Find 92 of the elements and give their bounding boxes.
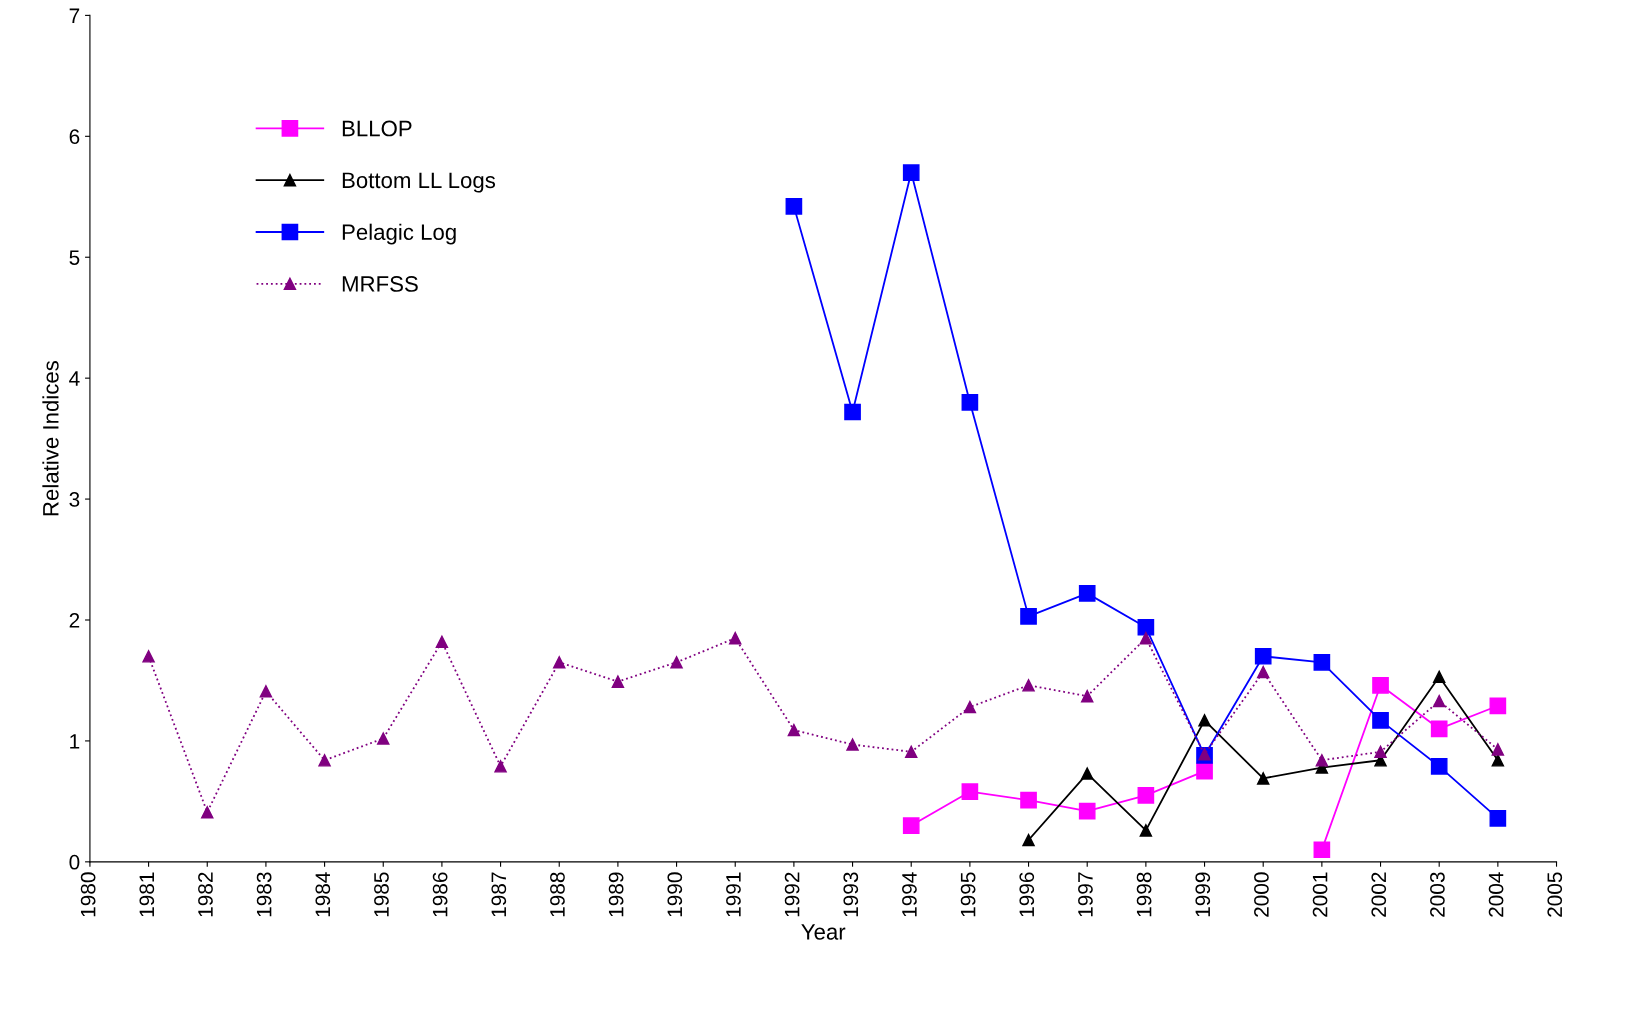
y-tick-label: 1 — [70, 734, 80, 749]
point — [1432, 694, 1446, 708]
point — [1137, 618, 1155, 636]
point — [785, 198, 803, 215]
x-tick-label: 1997 — [1078, 872, 1093, 917]
point — [904, 745, 918, 759]
point — [201, 806, 214, 819]
point — [611, 675, 625, 688]
y-axis-title: Relative Indices — [42, 360, 59, 516]
point — [846, 738, 859, 751]
point — [1080, 689, 1094, 703]
point — [1489, 809, 1507, 827]
point — [670, 656, 683, 669]
point — [1080, 767, 1094, 780]
point — [1489, 697, 1507, 715]
point — [1137, 786, 1155, 804]
legend-label: Bottom LL Logs — [342, 172, 496, 193]
point — [1430, 720, 1448, 738]
legend-label: MRFSS — [342, 276, 418, 292]
x-tick-label: 1984 — [315, 872, 331, 917]
x-tick-label: 2000 — [1254, 872, 1269, 917]
y-tick-label: 6 — [69, 129, 80, 145]
x-tick-label: 1983 — [256, 872, 272, 917]
x-tick-label: 2004 — [1488, 872, 1504, 917]
y-tick-label: 0 — [69, 854, 80, 870]
point — [318, 754, 331, 767]
legend-label: Pelagic Log — [342, 223, 456, 245]
point — [1254, 647, 1272, 665]
point — [1078, 585, 1096, 602]
x-tick-label: 1980 — [80, 872, 96, 917]
x-tick-label: 1996 — [1019, 872, 1035, 917]
x-tick-label: 1988 — [550, 872, 565, 917]
point — [1313, 841, 1331, 859]
x-tick-label: 1985 — [374, 872, 389, 917]
x-tick-label: 1993 — [843, 872, 859, 917]
point — [552, 656, 566, 669]
point — [376, 732, 390, 745]
x-tick-label: 1987 — [491, 872, 507, 917]
point — [1256, 772, 1270, 785]
y-tick-label: 3 — [69, 492, 80, 507]
point — [1256, 665, 1270, 679]
point — [1315, 754, 1329, 767]
point — [787, 723, 801, 737]
point — [1432, 670, 1446, 684]
x-tick-label: 1998 — [1136, 872, 1152, 917]
x-tick-label: 1992 — [784, 872, 800, 917]
y-tick-label: 2 — [69, 613, 80, 628]
point — [844, 403, 861, 421]
point — [961, 394, 979, 411]
point — [1078, 802, 1096, 820]
y-tick-label: 4 — [69, 371, 80, 386]
point — [142, 650, 155, 663]
point — [1022, 833, 1035, 847]
point — [1022, 679, 1035, 692]
x-tick-label: 1990 — [667, 872, 683, 917]
x-tick-label: 2005 — [1547, 872, 1563, 917]
point — [1020, 608, 1037, 625]
x-tick-label: 1986 — [432, 872, 448, 917]
x-tick-label: 1982 — [198, 872, 213, 917]
y-tick-label: 7 — [69, 8, 80, 23]
point — [902, 164, 920, 181]
point — [1374, 745, 1387, 759]
x-tick-label: 1994 — [902, 872, 917, 917]
x-tick-label: 1999 — [1195, 872, 1211, 917]
point — [494, 760, 507, 773]
point — [435, 635, 449, 649]
point — [1139, 824, 1153, 837]
point — [963, 700, 977, 714]
point — [1491, 743, 1505, 756]
x-axis-title: Year — [801, 924, 846, 940]
point — [259, 685, 273, 698]
point — [728, 631, 742, 645]
x-tick-label: 2002 — [1371, 872, 1387, 917]
point — [1020, 791, 1037, 809]
point — [961, 783, 979, 801]
point — [1198, 714, 1211, 727]
x-tick-label: 2001 — [1312, 872, 1328, 917]
y-tick-label: 5 — [69, 250, 80, 265]
point — [1491, 754, 1505, 767]
legend-label: BLLOP — [342, 120, 412, 137]
x-tick-label: 1981 — [139, 872, 155, 917]
x-tick-label: 1991 — [726, 872, 741, 917]
x-tick-label: 2003 — [1430, 872, 1445, 917]
x-tick-label: 1995 — [960, 872, 976, 917]
point — [902, 817, 920, 834]
point — [1430, 757, 1448, 775]
point — [1139, 631, 1153, 645]
point — [1313, 653, 1331, 671]
point — [1372, 712, 1389, 729]
point — [1196, 762, 1213, 780]
x-tick-label: 1989 — [608, 872, 624, 917]
point — [1372, 676, 1389, 694]
